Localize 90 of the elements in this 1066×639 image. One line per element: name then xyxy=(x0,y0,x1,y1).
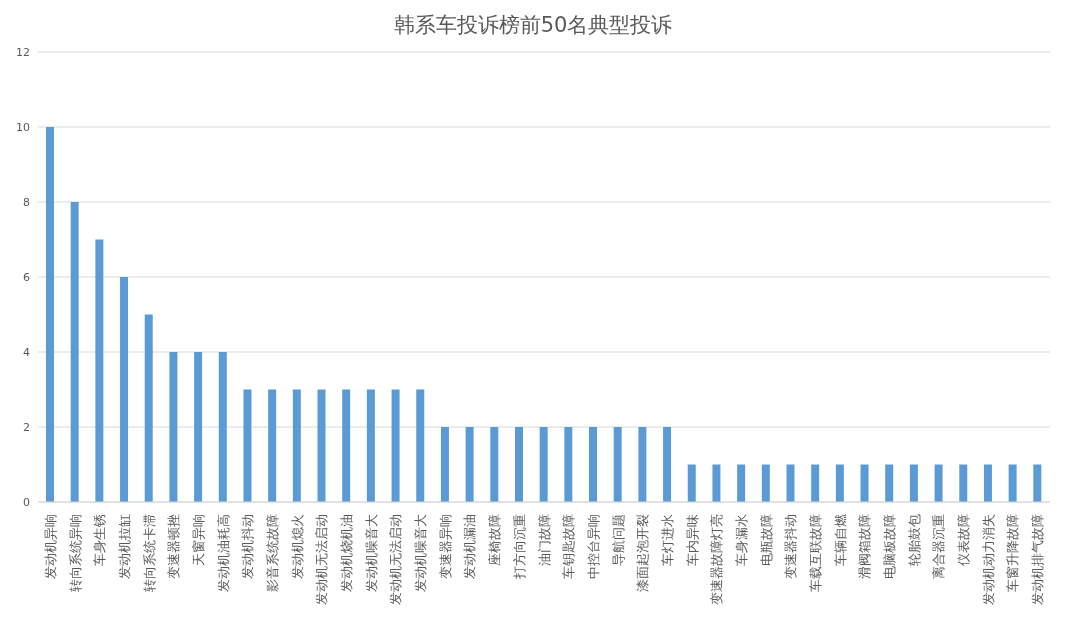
x-tick-label: 发动机油耗高 xyxy=(215,514,231,592)
x-tick-label: 发动机无法启动 xyxy=(314,514,330,605)
x-tick-label: 离合器沉重 xyxy=(931,514,947,579)
x-tick-label: 转向系统异响 xyxy=(67,514,83,592)
x-tick-label: 影音系统故障 xyxy=(264,514,280,592)
bar xyxy=(416,389,425,502)
bar xyxy=(144,314,153,502)
bar xyxy=(860,464,869,502)
bar xyxy=(712,464,721,502)
bar xyxy=(663,427,672,502)
x-tick-label: 油门故障 xyxy=(536,514,552,566)
bar xyxy=(811,464,820,502)
bar xyxy=(366,389,375,502)
bar xyxy=(909,464,918,502)
y-tick-label: 4 xyxy=(23,345,30,359)
bar xyxy=(514,427,523,502)
bar xyxy=(885,464,894,502)
x-tick-label: 变速器故障灯亮 xyxy=(709,514,725,605)
x-tick-label: 车辆自燃 xyxy=(832,514,848,566)
bar xyxy=(317,389,326,502)
x-tick-label: 车内异味 xyxy=(684,514,700,566)
x-tick-label: 车钥匙故障 xyxy=(561,514,577,579)
y-tick-label: 12 xyxy=(16,45,30,59)
x-tick-label: 轮胎鼓包 xyxy=(906,514,922,566)
x-tick-label: 漆面起泡开裂 xyxy=(635,514,651,592)
bar xyxy=(243,389,252,502)
x-tick-label: 车窗升降故障 xyxy=(1005,514,1021,592)
bar xyxy=(1033,464,1042,502)
y-tick-label: 8 xyxy=(23,195,30,209)
bar xyxy=(638,427,647,502)
x-tick-label: 变速器抖动 xyxy=(783,514,799,579)
bar xyxy=(786,464,795,502)
x-tick-label: 变速器异响 xyxy=(437,514,453,579)
bar xyxy=(120,277,129,502)
x-tick-label: 发动机烧机油 xyxy=(339,514,355,592)
x-tick-label: 车身漏水 xyxy=(733,514,749,566)
bar xyxy=(761,464,770,502)
bar xyxy=(465,427,474,502)
bar xyxy=(1008,464,1017,502)
x-tick-label: 发动机排气故障 xyxy=(1030,514,1046,605)
bar xyxy=(959,464,968,502)
bar xyxy=(391,389,400,502)
chart-title: 韩系车投诉榜前50名典型投诉 xyxy=(392,12,674,39)
y-tick-label: 10 xyxy=(16,120,30,134)
bar xyxy=(218,352,227,502)
bar xyxy=(934,464,943,502)
x-tick-label: 车灯进水 xyxy=(659,514,675,566)
x-tick-label: 车身生锈 xyxy=(92,514,108,566)
bar xyxy=(95,239,104,502)
y-tick-label: 2 xyxy=(23,420,30,434)
bar xyxy=(70,202,79,502)
bar xyxy=(687,464,696,502)
bar xyxy=(169,352,178,502)
x-tick-label: 发动机动力消失 xyxy=(980,514,996,605)
x-tick-label: 发动机熄火 xyxy=(289,514,305,579)
x-tick-label: 电脑板故障 xyxy=(882,514,898,579)
x-tick-label: 天窗异响 xyxy=(190,514,206,566)
bar xyxy=(835,464,844,502)
x-tick-label: 仪表故障 xyxy=(956,514,972,566)
bar xyxy=(589,427,598,502)
bar xyxy=(564,427,573,502)
bar xyxy=(490,427,499,502)
x-tick-label: 打方向沉重 xyxy=(511,514,527,580)
x-tick-label: 车载互联故障 xyxy=(808,514,824,592)
y-tick-label: 0 xyxy=(23,495,30,509)
x-tick-label: 转向系统卡滞 xyxy=(141,514,157,592)
x-tick-label: 导航问题 xyxy=(610,514,626,566)
x-tick-label: 电瓶故障 xyxy=(758,514,774,566)
x-tick-label: 发动机抖动 xyxy=(240,514,256,579)
bar xyxy=(613,427,622,502)
bar xyxy=(292,389,301,502)
bar xyxy=(194,352,203,502)
bar xyxy=(737,464,746,502)
bar xyxy=(268,389,277,502)
bar xyxy=(539,427,548,502)
bar xyxy=(342,389,351,502)
y-tick-label: 6 xyxy=(23,270,30,284)
x-tick-label: 发动机异响 xyxy=(42,514,58,579)
bar xyxy=(46,127,54,502)
x-tick-label: 发动机漏油 xyxy=(462,514,478,579)
x-tick-label: 发动机噪音大 xyxy=(363,514,379,592)
x-tick-label: 座椅故障 xyxy=(487,514,503,566)
x-tick-label: 发动机噪音大 xyxy=(413,514,429,592)
x-tick-label: 变速器顿挫 xyxy=(166,514,182,579)
bar xyxy=(983,464,992,502)
x-tick-label: 滑阀箱故障 xyxy=(857,514,873,579)
bar xyxy=(440,427,449,502)
x-tick-label: 发动机无法启动 xyxy=(388,514,404,605)
x-tick-label: 中控台异响 xyxy=(585,514,601,579)
x-tick-label: 发动机拉缸 xyxy=(116,514,132,579)
